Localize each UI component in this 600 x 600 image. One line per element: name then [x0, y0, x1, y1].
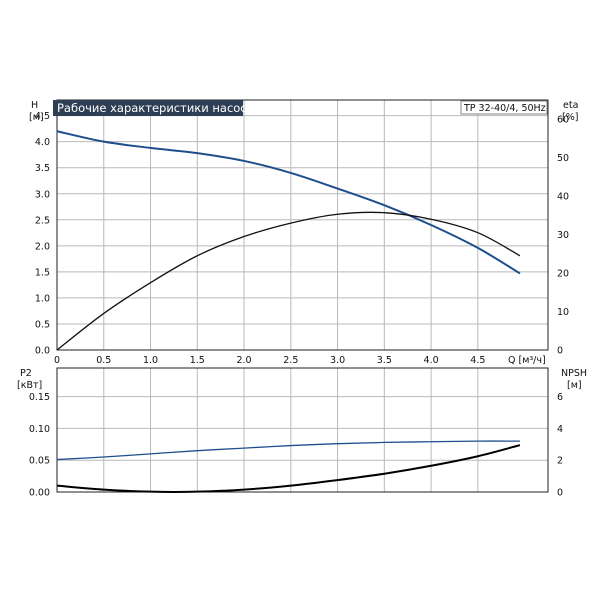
right-axis-unit-npsh: [м]	[567, 380, 582, 391]
top-curves	[56, 130, 521, 351]
chart-title-background	[53, 100, 243, 116]
x-tick-label: 3.0	[330, 355, 345, 366]
right-axis-unit-eta: [%]	[562, 112, 578, 123]
right-tick-label: 2	[557, 456, 563, 467]
power-npsh-panel: 0.00 0.05 0.10 0.15 0 2 4 6 P2 [кВт] NPSH [м]	[17, 367, 587, 499]
right-tick-label: 30	[557, 230, 569, 241]
top-series-line-1	[56, 211, 521, 351]
head-efficiency-panel: 0 0.5 1.0 1.5 2.0 2.5 3.0 3.5 4.0 4.5 0.0 0.5 1.0 1.5…	[29, 99, 578, 366]
left-tick-label: 2.0	[35, 241, 50, 252]
bottom-series-line-0	[56, 440, 520, 461]
left-tick-label: 3.5	[35, 163, 50, 174]
left-axis-label-h: H	[31, 100, 38, 111]
right-tick-label: 10	[557, 307, 569, 318]
chart-title: Рабочие характеристики насоса	[57, 101, 254, 115]
x-tick-label: 4.5	[470, 355, 485, 366]
x-tick-label: 2.0	[236, 355, 251, 366]
x-tick-label: 1.0	[143, 355, 158, 366]
x-tick-label: 4.0	[424, 355, 439, 366]
top-tick-labels: 0 0.5 1.0 1.5 2.0 2.5 3.0 3.5 4.0 4.5 0.0 0.5 1.0 1.5…	[35, 111, 569, 366]
model-label-box	[460, 100, 548, 115]
model-label: TP 32-40/4, 50Hz	[463, 103, 546, 114]
x-axis-label-q: Q [м³/ч]	[508, 355, 546, 366]
right-tick-label: 4	[557, 424, 563, 435]
right-tick-label: 20	[557, 269, 569, 280]
top-series-line-0	[56, 130, 521, 275]
left-axis-unit-h: [м]	[29, 112, 44, 123]
right-tick-label: 60	[557, 115, 569, 126]
left-axis-label-p2: P2	[20, 368, 32, 379]
left-tick-label: 0.10	[29, 424, 50, 435]
left-tick-label: 4.0	[35, 137, 50, 148]
left-tick-label: 4.5	[35, 111, 50, 122]
left-tick-label: 1.5	[35, 267, 50, 278]
x-tick-label: 3.5	[377, 355, 392, 366]
bottom-tick-labels: 0.00 0.05 0.10 0.15 0 2 4 6	[29, 392, 563, 498]
left-tick-label: 0.00	[29, 488, 50, 499]
x-tick-label: 2.5	[283, 355, 298, 366]
top-grid	[57, 100, 548, 350]
left-tick-label: 1.0	[35, 293, 50, 304]
bottom-curves	[56, 440, 521, 493]
bottom-plot-frame	[56, 367, 549, 493]
right-axis-label-npsh: NPSH	[561, 368, 587, 379]
right-tick-label: 0	[557, 346, 563, 357]
left-tick-label: 0.5	[35, 319, 50, 330]
left-tick-label: 0.15	[29, 392, 50, 403]
right-tick-label: 50	[557, 153, 569, 164]
right-tick-label: 6	[557, 392, 563, 403]
x-tick-label: 0.5	[96, 355, 111, 366]
top-plot-frame	[56, 99, 549, 351]
right-tick-label: 40	[557, 192, 569, 203]
left-tick-label: 2.5	[35, 215, 50, 226]
left-tick-label: 0.05	[29, 456, 50, 467]
x-tick-label: 1.5	[190, 355, 205, 366]
bottom-grid	[57, 368, 548, 492]
left-tick-label: 3.0	[35, 189, 50, 200]
right-axis-label-eta: eta	[563, 100, 578, 111]
left-axis-unit-p2: [кВт]	[17, 380, 42, 391]
left-tick-label: 0.0	[35, 346, 50, 357]
x-tick-label: 0	[54, 355, 60, 366]
right-tick-label: 0	[557, 488, 563, 499]
bottom-series-line-1	[56, 444, 521, 493]
